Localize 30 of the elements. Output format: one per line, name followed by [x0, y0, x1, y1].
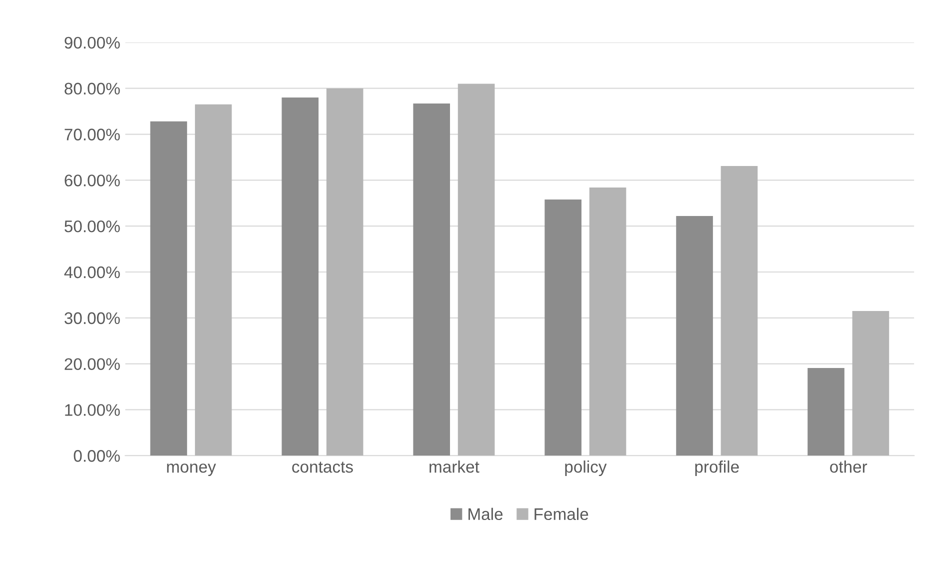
x-tick-label: money: [167, 464, 216, 476]
bar: [282, 98, 319, 456]
bar: [720, 166, 758, 456]
y-tick-label: 90.00%: [64, 36, 120, 49]
x-tick-label: market: [430, 460, 480, 473]
y-tick-label: 50.00%: [64, 220, 120, 232]
y-tick-label: 60.00%: [64, 174, 120, 186]
legend-label: Female: [534, 508, 588, 520]
bar: [808, 368, 844, 456]
x-tick-label: other: [830, 460, 868, 473]
bar: [852, 311, 890, 456]
y-tick-label: 30.00%: [64, 312, 120, 324]
y-tick-label: 70.00%: [64, 128, 120, 140]
bar: [194, 104, 232, 456]
y-tick-label: 0.00%: [74, 450, 120, 462]
y-tick-label: 10.00%: [65, 404, 120, 416]
legend-label: Male: [468, 508, 503, 520]
bar: [676, 216, 713, 456]
x-tick-label: profile: [695, 460, 739, 476]
x-tick-label: contacts: [292, 462, 353, 473]
y-tick-label: 80.00%: [64, 82, 120, 95]
bar: [589, 188, 626, 456]
bar: [458, 84, 495, 456]
bar: [413, 104, 450, 456]
bar: [150, 121, 188, 456]
bar: [326, 88, 364, 456]
y-tick-label: 40.00%: [64, 266, 120, 278]
x-tick-label: policy: [565, 460, 607, 476]
y-tick-label: 20.00%: [64, 358, 120, 370]
bar: [544, 199, 582, 456]
